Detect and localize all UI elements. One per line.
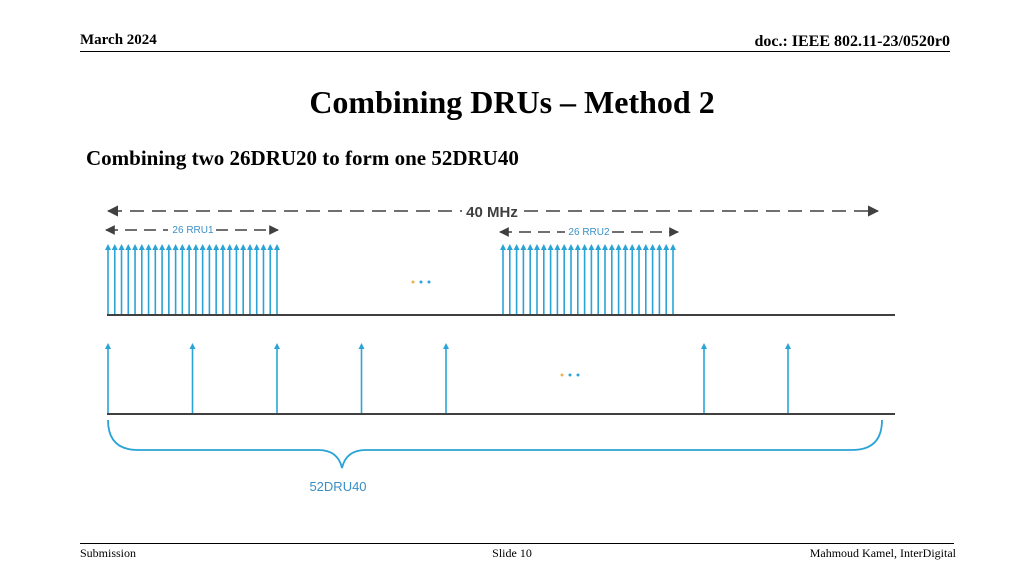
rru2-tones <box>500 244 676 315</box>
rru1-tone-arrow <box>260 244 267 315</box>
dru40-tones <box>105 343 791 414</box>
rru1-tone-arrow <box>219 244 226 315</box>
rru1-tone-arrow <box>199 244 206 315</box>
rru2-tone-arrow <box>670 244 676 315</box>
rru2-tone-arrow <box>561 244 568 315</box>
rru2-tone-arrow <box>500 244 506 315</box>
rru1-tone-arrow <box>105 244 111 315</box>
rru2-tone-arrow <box>642 244 649 315</box>
header-doc-id: doc.: IEEE 802.11-23/0520r0 <box>754 33 950 50</box>
bandwidth-label: 40 MHz <box>466 204 518 221</box>
rru2-tone-arrow <box>574 244 581 315</box>
footer-slide-number: Slide 10 <box>492 546 532 560</box>
rru1-tones <box>105 244 280 315</box>
rru1-tone-arrow <box>186 244 193 315</box>
rru2-tone-arrow <box>568 244 574 315</box>
header-rule <box>80 51 950 52</box>
rru2-tone-arrow <box>520 244 527 315</box>
rru2-tone-arrow <box>663 244 670 315</box>
rru2-tone-arrow <box>649 244 656 315</box>
rru2-tone-arrow <box>513 244 520 315</box>
rru2-tone-arrow <box>595 244 602 315</box>
rru1-tone-arrow <box>111 244 118 315</box>
dru-tone-arrow <box>105 343 111 414</box>
rru1-tone-arrow <box>165 244 172 315</box>
rru1-tone-arrow <box>179 244 186 315</box>
rru1-tone-arrow <box>246 244 253 315</box>
rru1-tone-arrow <box>192 244 199 315</box>
rru2-tone-arrow <box>636 244 642 315</box>
rru1-tone-arrow <box>118 244 125 315</box>
rru2-tone-arrow <box>608 244 615 315</box>
rru1-tone-arrow <box>125 244 132 315</box>
rru1-tone-arrow <box>206 244 213 315</box>
rru2-tone-arrow <box>547 244 554 315</box>
rru1-label: 26 RRU1 <box>172 225 214 236</box>
rru2-tone-arrow <box>629 244 636 315</box>
rru1-tone-arrow <box>267 244 274 315</box>
rru1-tone-arrow <box>213 244 220 315</box>
rru2-tone-arrow <box>540 244 547 315</box>
rru2-tone-arrow <box>534 244 540 315</box>
footer-author: Mahmoud Kamel, InterDigital <box>809 546 956 560</box>
rru1-tone-arrow <box>274 244 280 315</box>
rru2-tone-arrow <box>506 244 513 315</box>
rru2-tone-arrow <box>588 244 595 315</box>
dru-tone-arrow <box>358 343 365 414</box>
rru1-tone-arrow <box>226 244 233 315</box>
rru2-label: 26 RRU2 <box>568 227 610 238</box>
rru2-tone-arrow <box>615 244 622 315</box>
bracket-label: 52DRU40 <box>309 479 366 494</box>
rru1-tone-arrow <box>145 244 152 315</box>
rru1-tone-arrow <box>138 244 145 315</box>
rru1-tone-arrow <box>152 244 159 315</box>
rru2-tone-arrow <box>622 244 629 315</box>
dru-tone-arrow <box>189 343 196 414</box>
ellipsis-bottom <box>560 373 580 377</box>
rru2-tone-arrow <box>581 244 588 315</box>
rru1-tone-arrow <box>233 244 240 315</box>
rru1-tone-arrow <box>172 244 179 315</box>
rru2-tone-arrow <box>554 244 561 315</box>
rru2-tone-arrow <box>602 244 608 315</box>
rru2-tone-arrow <box>656 244 663 315</box>
rru1-tone-arrow <box>132 244 139 315</box>
dru-tone-arrow <box>443 343 449 414</box>
slide-subtitle: Combining two 26DRU20 to form one 52DRU4… <box>86 146 519 170</box>
brace-52dru40 <box>107 419 883 469</box>
footer-rule <box>80 543 954 544</box>
ellipsis-top <box>411 280 431 284</box>
rru2-tone-arrow <box>527 244 534 315</box>
rru1-tone-arrow <box>240 244 247 315</box>
header-date: March 2024 <box>80 32 157 48</box>
dru-tone-arrow <box>785 343 791 414</box>
dru-tone-arrow <box>274 343 280 414</box>
slide-title: Combining DRUs – Method 2 <box>309 84 715 120</box>
rru1-tone-arrow <box>159 244 166 315</box>
dru-tone-arrow <box>701 343 707 414</box>
rru1-tone-arrow <box>253 244 260 315</box>
footer-submission: Submission <box>80 546 137 560</box>
